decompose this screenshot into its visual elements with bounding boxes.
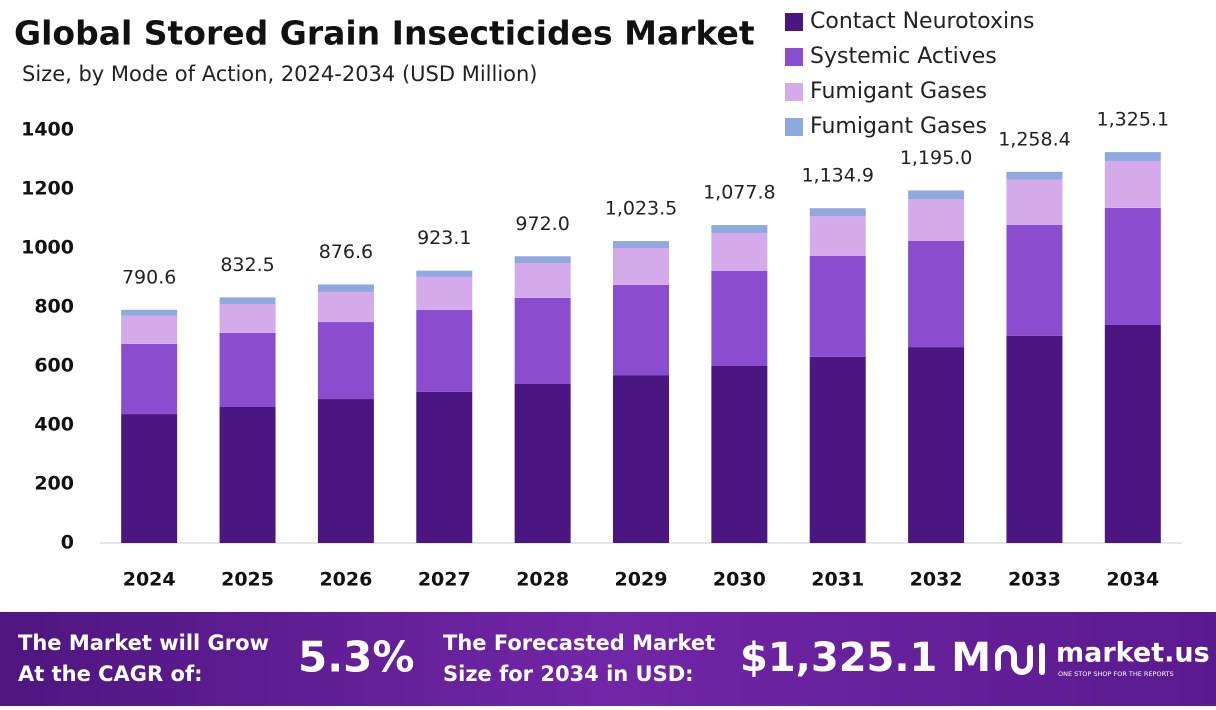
legend-label: Systemic Actives [810, 44, 997, 69]
bar-segment [613, 284, 669, 376]
bar-segment [514, 297, 571, 384]
legend-label: Fumigant Gases [810, 79, 987, 104]
footer-forecast: $1,325.1 M [740, 635, 991, 681]
brand-tagline: ONE STOP SHOP FOR THE REPORTS [1058, 670, 1174, 678]
bar-segment [908, 190, 965, 200]
bar-segment [1006, 171, 1063, 180]
bar-segment [121, 343, 178, 415]
bar-segment [317, 399, 374, 543]
x-tick-label: 2033 [1008, 569, 1061, 591]
bar-segment [317, 291, 374, 323]
y-tick-label: 1400 [21, 119, 74, 141]
footer-text: The Market will Grow [18, 631, 269, 655]
bar-segment [121, 414, 178, 543]
chart-title: Global Stored Grain Insecticides Market [14, 14, 755, 53]
bar-segment [416, 276, 473, 310]
bar-segment [908, 199, 965, 241]
footer-cagr: 5.3% [298, 633, 414, 682]
bar-segment [219, 332, 276, 408]
y-tick-label: 400 [34, 414, 74, 436]
bar-segment [613, 248, 669, 285]
y-tick-label: 0 [61, 532, 74, 554]
bar-segment [1006, 179, 1063, 225]
bar-segment [121, 309, 178, 316]
x-tick-label: 2026 [319, 569, 372, 591]
x-tick-label: 2034 [1106, 569, 1159, 591]
bar-segment [1104, 324, 1161, 543]
bar-segment [1104, 152, 1161, 161]
bar-segment [317, 284, 374, 292]
x-tick-label: 2024 [123, 569, 176, 591]
bar-segment [219, 297, 276, 305]
total-label: 1,195.0 [900, 147, 973, 169]
x-tick-label: 2027 [418, 569, 471, 591]
bar-segment [1006, 224, 1063, 336]
bar-segment [121, 315, 178, 344]
bar-segment [809, 356, 866, 543]
bar-segment [1006, 335, 1063, 543]
footer-text: Size for 2034 in USD: [443, 662, 694, 686]
bar-segment [1104, 207, 1161, 325]
total-label: 832.5 [220, 254, 274, 276]
bar-segment [809, 216, 866, 256]
legend-label: Contact Neurotoxins [810, 9, 1035, 34]
footer-banner [0, 612, 1216, 706]
bar-segment [711, 232, 768, 272]
y-tick-label: 200 [34, 473, 74, 495]
bar-segment [711, 225, 768, 233]
total-label: 972.0 [515, 213, 569, 235]
y-tick-label: 800 [34, 296, 74, 318]
total-label: 1,077.8 [703, 182, 776, 204]
bar-segment [219, 304, 276, 333]
bar-segment [514, 263, 571, 298]
total-label: 1,258.4 [998, 128, 1071, 150]
total-label: 1,325.1 [1097, 109, 1170, 131]
bar-segment [416, 391, 473, 543]
bar-segment [908, 240, 965, 348]
total-label: 790.6 [122, 266, 176, 288]
footer-text: At the CAGR of: [18, 662, 203, 686]
legend-swatch [785, 83, 803, 101]
legend-label: Fumigant Gases [810, 114, 987, 139]
bar-segment [613, 375, 669, 543]
bar-segment [1104, 160, 1161, 208]
total-label: 923.1 [417, 227, 471, 249]
bar-segment [809, 208, 866, 217]
bar-segment [613, 241, 669, 248]
x-tick-label: 2028 [516, 569, 569, 591]
bar-segment [809, 255, 866, 357]
total-label: 876.6 [319, 241, 373, 263]
x-tick-label: 2032 [910, 569, 963, 591]
x-tick-label: 2031 [811, 569, 864, 591]
total-label: 1,023.5 [605, 198, 678, 220]
bar-segment [711, 271, 768, 366]
x-tick-label: 2025 [221, 569, 274, 591]
bar-segment [908, 347, 965, 543]
chart-subtitle: Size, by Mode of Action, 2024-2034 (USD … [22, 62, 538, 86]
footer-text: The Forecasted Market [443, 631, 715, 655]
total-label: 1,134.9 [801, 165, 874, 187]
y-tick-label: 1000 [21, 237, 74, 259]
bar-segment [219, 407, 276, 543]
y-tick-label: 600 [34, 355, 74, 377]
legend-swatch [785, 48, 803, 66]
brand-logo [995, 643, 1045, 675]
bar-segment [416, 309, 473, 392]
bar-segment [711, 366, 768, 543]
legend-swatch [785, 13, 803, 31]
legend-swatch [785, 118, 803, 136]
brand-name: market.us [1056, 638, 1210, 669]
bar-segment [317, 322, 374, 400]
x-tick-label: 2030 [713, 569, 766, 591]
x-tick-label: 2029 [615, 569, 668, 591]
y-tick-label: 1200 [21, 178, 74, 200]
bar-segment [416, 270, 473, 277]
bar-segment [514, 383, 571, 543]
bar-segment [514, 256, 571, 264]
